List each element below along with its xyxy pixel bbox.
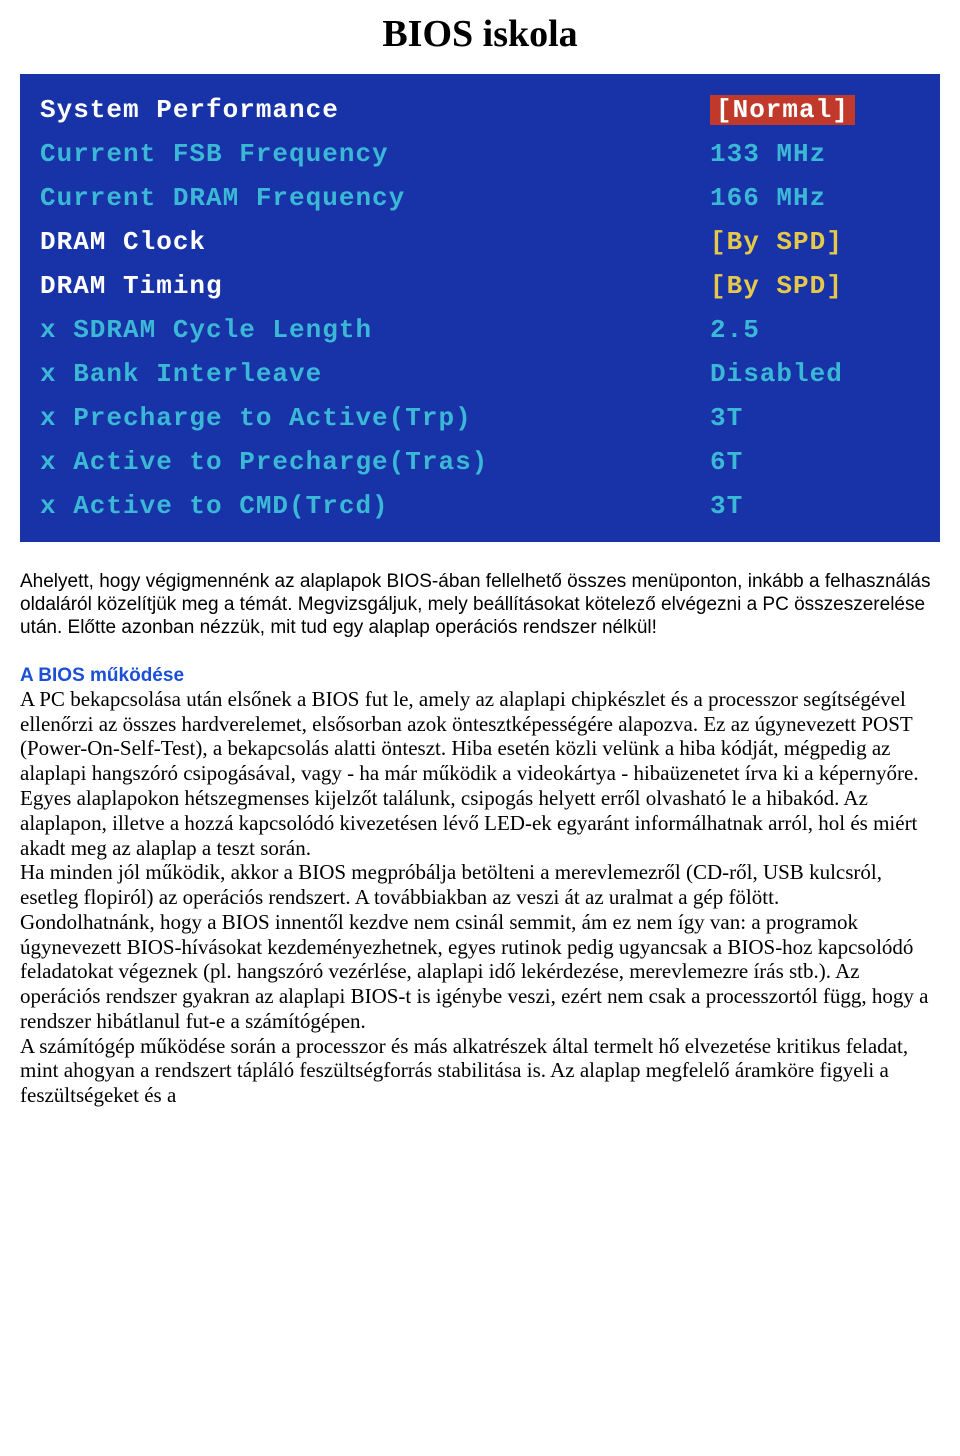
intro-paragraph: Ahelyett, hogy végigmennénk az alaplapok… xyxy=(20,570,940,640)
bios-row-label: Current DRAM Frequency xyxy=(40,183,405,213)
bios-row-value: [By SPD] xyxy=(710,271,920,301)
bios-row-label: x SDRAM Cycle Length xyxy=(40,315,372,345)
bios-row: Current DRAM Frequency 166 MHz xyxy=(40,176,920,220)
section-heading: A BIOS működése xyxy=(20,665,184,686)
bios-row: x Active to Precharge(Tras) 6T xyxy=(40,440,920,484)
bios-row: DRAM Clock [By SPD] xyxy=(40,220,920,264)
bios-row-label: x Precharge to Active(Trp) xyxy=(40,403,472,433)
bios-row-value: 6T xyxy=(710,447,920,477)
bios-row: x Active to CMD(Trcd) 3T xyxy=(40,484,920,528)
bios-row-value: 3T xyxy=(710,403,920,433)
body-paragraph: A PC bekapcsolása után elsőnek a BIOS fu… xyxy=(20,687,929,1107)
bios-row-label: x Bank Interleave xyxy=(40,359,322,389)
bios-row-value: [By SPD] xyxy=(710,227,920,257)
bios-row-label: DRAM Clock xyxy=(40,227,206,257)
bios-row-value: 133 MHz xyxy=(710,139,920,169)
bios-row-value: Disabled xyxy=(710,359,920,389)
bios-screenshot: System Performance [Normal] Current FSB Fr… xyxy=(20,74,940,542)
bios-row-label: DRAM Timing xyxy=(40,271,223,301)
bios-row: System Performance [Normal] xyxy=(40,88,920,132)
bios-row-label: Current FSB Frequency xyxy=(40,139,389,169)
bios-row-value: 166 MHz xyxy=(710,183,920,213)
bios-row-value: 2.5 xyxy=(710,315,920,345)
bios-row: Current FSB Frequency 133 MHz xyxy=(40,132,920,176)
bios-row: x Bank Interleave Disabled xyxy=(40,352,920,396)
bios-row: x Precharge to Active(Trp) 3T xyxy=(40,396,920,440)
bios-row-label: x Active to Precharge(Tras) xyxy=(40,447,488,477)
page-title: BIOS iskola xyxy=(20,12,940,56)
bios-row-value: [Normal] xyxy=(710,95,920,125)
article-body: A BIOS működése A PC bekapcsolása után e… xyxy=(20,662,940,1108)
bios-row-value: 3T xyxy=(710,491,920,521)
bios-row: DRAM Timing [By SPD] xyxy=(40,264,920,308)
bios-row-label: x Active to CMD(Trcd) xyxy=(40,491,389,521)
bios-row-label: System Performance xyxy=(40,95,339,125)
bios-row: x SDRAM Cycle Length 2.5 xyxy=(40,308,920,352)
